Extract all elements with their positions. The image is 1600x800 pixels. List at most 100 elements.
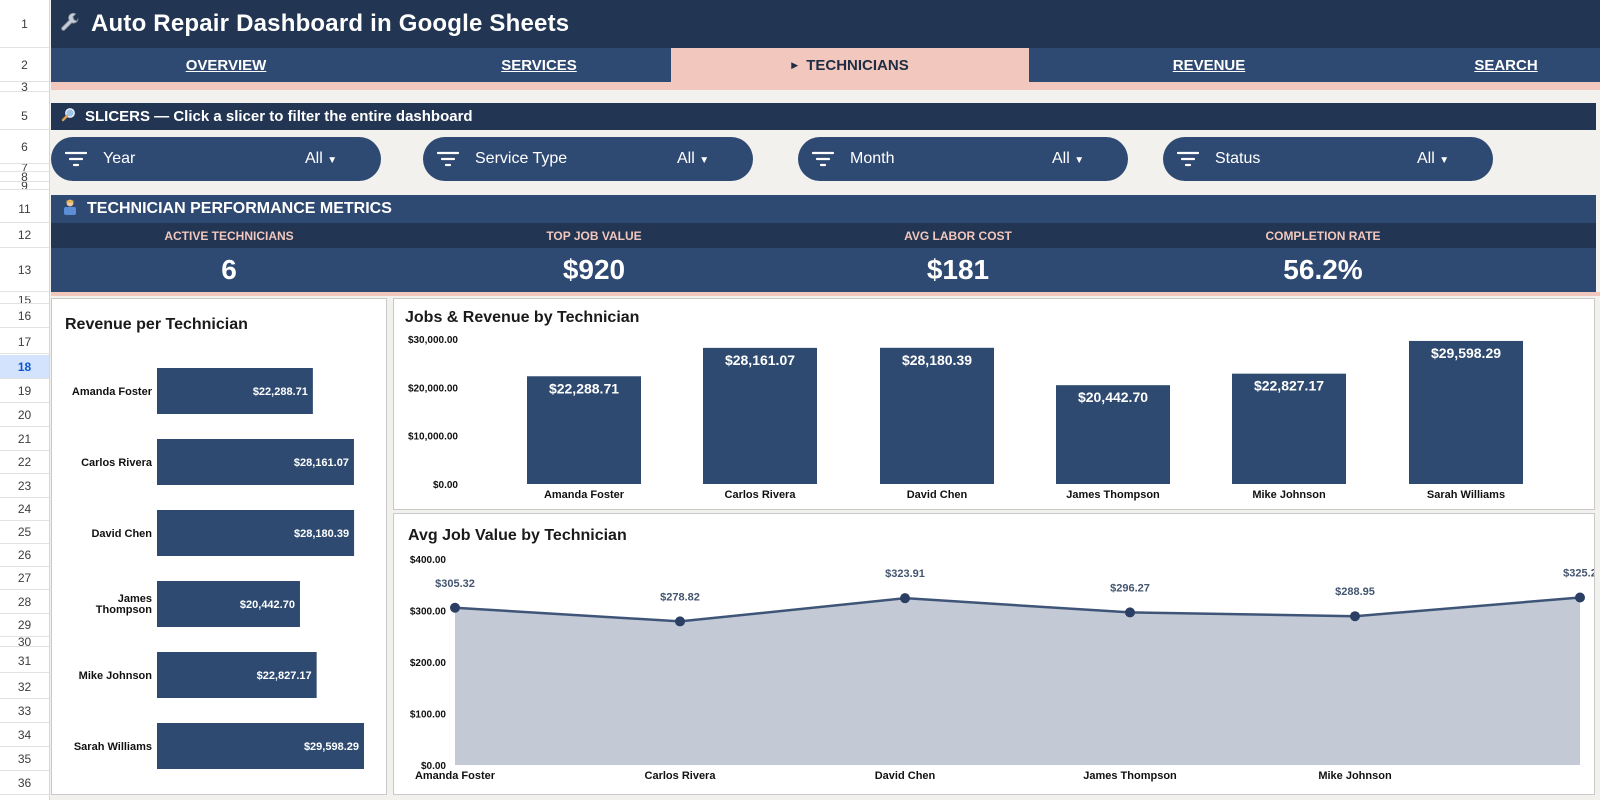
row-number[interactable]: 32 — [0, 675, 49, 699]
data-label: $29,598.29 — [304, 741, 359, 753]
category-label: Mike Johnson — [1252, 489, 1326, 501]
row-number[interactable]: 25 — [0, 520, 49, 544]
bar[interactable] — [157, 581, 300, 627]
row-number[interactable]: 6 — [0, 130, 49, 164]
series-line — [454, 596, 1581, 623]
data-point[interactable] — [900, 593, 910, 604]
category-label: James — [118, 593, 152, 605]
slicer-service-type[interactable]: Service Type All ▼ — [423, 137, 753, 181]
data-point[interactable] — [1125, 607, 1135, 618]
tab-overview[interactable]: OVERVIEW — [185, 56, 267, 74]
row-number[interactable]: 18 — [0, 355, 49, 379]
caret-right-icon: ▶ — [791, 59, 799, 70]
bar[interactable] — [157, 368, 313, 414]
category-label: David Chen — [91, 528, 152, 540]
data-label: $28,161.07 — [294, 457, 349, 469]
category-label: Thompson — [96, 604, 152, 616]
category-label: James Thompson — [1066, 489, 1160, 501]
bar[interactable] — [157, 723, 364, 769]
data-point[interactable] — [675, 616, 685, 627]
slicer-status[interactable]: Status All ▼ — [1163, 137, 1493, 181]
row-number[interactable]: 24 — [0, 497, 49, 521]
slicer-year[interactable]: Year All ▼ — [51, 137, 381, 181]
row-number[interactable]: 12 — [0, 223, 49, 248]
bar[interactable] — [880, 347, 994, 484]
row-number[interactable]: 13 — [0, 248, 49, 292]
kpi-value-top-job-value: $920 — [562, 254, 626, 285]
row-number[interactable]: 11 — [0, 195, 49, 223]
row-number-gutter: 1 2 3 5 6 7 8 9 11 12 13 15 16 17 18 19 20 21 22 23 24 25 26 27… — [0, 0, 50, 800]
category-label: Carlos Rivera — [725, 489, 797, 501]
bar[interactable] — [527, 376, 641, 484]
kpi-label-active-technicians: ACTIVE TECHNICIANS — [164, 228, 294, 243]
row-number[interactable]: 20 — [0, 403, 49, 427]
wrench-icon — [57, 11, 83, 37]
avg-job-value-by-technician-chart[interactable]: Avg Job Value by Technician $0.00 $100.00… — [393, 513, 1595, 795]
row-number[interactable]: 30 — [0, 637, 49, 647]
slicer-service-type-value[interactable]: All ▼ — [677, 150, 709, 168]
slicer-year-value[interactable]: All ▼ — [305, 150, 337, 168]
dropdown-arrow-icon: ▼ — [327, 155, 338, 166]
slicer-month[interactable]: Month All ▼ — [798, 137, 1128, 181]
category-label: Mike Johnson — [1318, 770, 1392, 782]
row-number[interactable]: 8 — [0, 172, 49, 182]
row-number[interactable]: 2 — [0, 48, 49, 82]
category-label: Amanda Foster — [544, 489, 625, 501]
row-number[interactable]: 16 — [0, 304, 49, 328]
tab-services[interactable]: SERVICES — [501, 56, 577, 74]
data-point[interactable] — [450, 602, 460, 613]
row-number[interactable]: 26 — [0, 543, 49, 567]
row-number[interactable]: 22 — [0, 450, 49, 474]
row-number[interactable]: 5 — [0, 103, 49, 130]
y-tick-label: $200.00 — [410, 658, 447, 669]
row-number[interactable]: 3 — [0, 82, 49, 92]
bar[interactable] — [703, 347, 817, 484]
row-number[interactable]: 9 — [0, 182, 49, 190]
row-number[interactable]: 33 — [0, 699, 49, 723]
data-point[interactable] — [1575, 592, 1585, 603]
row-number[interactable]: 34 — [0, 723, 49, 747]
vbar-svg: $0.00 $10,000.00 $20,000.00 $30,000.00 $22,2… — [408, 335, 1523, 501]
row-number[interactable]: 15 — [0, 296, 49, 304]
slicer-service-type-label: Service Type — [475, 150, 568, 167]
row-number[interactable]: 17 — [0, 330, 49, 354]
bar[interactable] — [157, 510, 355, 556]
row-number[interactable]: 29 — [0, 613, 49, 637]
metrics-heading-text: TECHNICIAN PERFORMANCE METRICS — [87, 200, 392, 217]
title-bar: Auto Repair Dashboard in Google Sheets — [51, 0, 1600, 48]
tab-search[interactable]: SEARCH — [1474, 56, 1538, 74]
bar[interactable] — [1056, 385, 1170, 484]
slicers-heading: SLICERS — Click a slicer to filter the e… — [51, 103, 1596, 130]
bar[interactable] — [1232, 373, 1346, 484]
y-tick-label: $10,000.00 — [408, 432, 458, 443]
row-number[interactable]: 35 — [0, 747, 49, 771]
row-number[interactable]: 7 — [0, 164, 49, 172]
tab-revenue[interactable]: REVENUE — [1172, 56, 1246, 74]
row-number[interactable]: 31 — [0, 649, 49, 673]
bar[interactable] — [157, 652, 317, 698]
data-label: $22,288.71 — [253, 386, 308, 398]
data-point[interactable] — [1350, 611, 1360, 622]
row-number[interactable]: 21 — [0, 427, 49, 451]
bar[interactable] — [1409, 340, 1523, 484]
row-number[interactable]: 23 — [0, 474, 49, 498]
data-label: $28,180.39 — [902, 352, 972, 368]
tab-technicians[interactable]: ▶ TECHNICIANS — [671, 48, 1029, 82]
slicer-month-label: Month — [850, 150, 895, 167]
data-label: $22,827.17 — [257, 670, 312, 682]
row-number[interactable]: 1 — [0, 0, 49, 48]
row-number[interactable]: 36 — [0, 771, 49, 795]
jobs-revenue-by-technician-chart[interactable]: Jobs & Revenue by Technician $0.00 $10,00… — [393, 298, 1595, 510]
slicer-month-value[interactable]: All ▼ — [1052, 150, 1084, 168]
slicer-status-value[interactable]: All ▼ — [1417, 150, 1449, 168]
category-label: Carlos Rivera — [645, 770, 717, 782]
tab-technicians-label: TECHNICIANS — [806, 56, 909, 74]
row-number[interactable]: 27 — [0, 566, 49, 590]
revenue-per-technician-chart[interactable]: Revenue per Technician $22,288.71 Amanda … — [51, 298, 387, 795]
row-number[interactable]: 28 — [0, 590, 49, 614]
row-number[interactable]: 19 — [0, 379, 49, 403]
bar[interactable] — [157, 439, 354, 485]
kpi-label-completion-rate: COMPLETION RATE — [1265, 228, 1381, 243]
y-tick-label: $100.00 — [410, 710, 447, 721]
divider-strip — [51, 292, 1600, 296]
